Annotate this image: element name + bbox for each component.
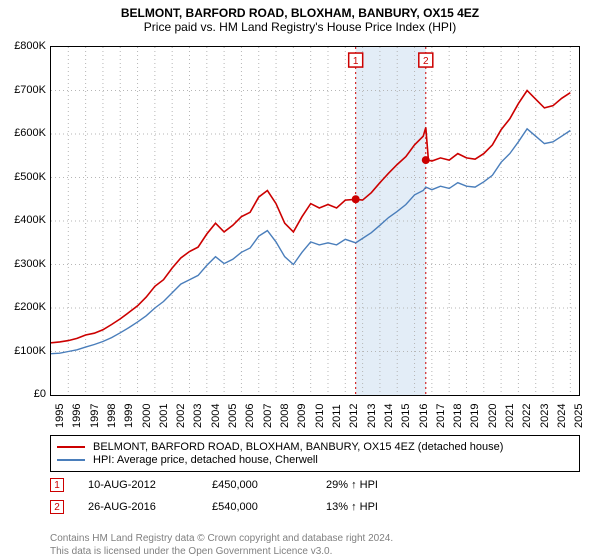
x-tick-label: 2001 [158,404,170,428]
y-tick-label: £0 [6,388,46,400]
legend-swatch-property [57,446,85,448]
x-tick-label: 2000 [141,404,153,428]
chart-subtitle: Price paid vs. HM Land Registry's House … [0,20,600,34]
sale-date: 10-AUG-2012 [88,479,188,491]
x-tick-label: 2023 [539,404,551,428]
y-tick-label: £400K [6,214,46,226]
y-tick-label: £500K [6,171,46,183]
x-tick-label: 2021 [504,404,516,428]
x-tick-label: 2006 [244,404,256,428]
sale-date: 26-AUG-2016 [88,501,188,513]
x-tick-label: 2003 [192,404,204,428]
sale-row: 1 10-AUG-2012 £450,000 29% ↑ HPI [50,478,580,492]
legend: BELMONT, BARFORD ROAD, BLOXHAM, BANBURY,… [50,435,580,472]
x-tick-label: 2009 [296,404,308,428]
legend-row-property: BELMONT, BARFORD ROAD, BLOXHAM, BANBURY,… [57,441,573,453]
footer-line1: Contains HM Land Registry data © Crown c… [50,533,393,546]
x-tick-label: 2013 [366,404,378,428]
y-tick-label: £800K [6,40,46,52]
x-tick-label: 1999 [123,404,135,428]
x-tick-label: 2024 [556,404,568,428]
x-tick-label: 1998 [106,404,118,428]
x-tick-label: 2015 [400,404,412,428]
chart-plot-area: 12 [50,46,580,396]
sale-marker-box: 2 [50,500,64,514]
x-tick-label: 2020 [487,404,499,428]
x-tick-label: 2016 [418,404,430,428]
x-tick-label: 2025 [573,404,585,428]
chart-title-address: BELMONT, BARFORD ROAD, BLOXHAM, BANBURY,… [0,6,600,20]
x-tick-label: 2019 [469,404,481,428]
x-tick-label: 1996 [71,404,83,428]
x-tick-label: 2012 [348,404,360,428]
x-tick-label: 2004 [210,404,222,428]
legend-label-property: BELMONT, BARFORD ROAD, BLOXHAM, BANBURY,… [93,441,503,453]
x-tick-label: 2005 [227,404,239,428]
x-tick-label: 2017 [435,404,447,428]
x-tick-label: 2008 [279,404,291,428]
y-tick-label: £100K [6,345,46,357]
legend-label-hpi: HPI: Average price, detached house, Cher… [93,454,318,466]
y-tick-label: £700K [6,84,46,96]
footer-attribution: Contains HM Land Registry data © Crown c… [50,533,393,558]
x-tick-label: 1997 [89,404,101,428]
x-tick-label: 2007 [262,404,274,428]
y-tick-label: £300K [6,258,46,270]
sale-delta: 13% ↑ HPI [326,501,378,513]
x-tick-label: 2018 [452,404,464,428]
y-tick-label: £200K [6,301,46,313]
x-tick-label: 2011 [331,404,343,428]
svg-text:2: 2 [423,56,429,67]
sale-delta: 29% ↑ HPI [326,479,378,491]
sale-marker-box: 1 [50,478,64,492]
legend-row-hpi: HPI: Average price, detached house, Cher… [57,454,573,466]
legend-swatch-hpi [57,459,85,461]
sale-price: £540,000 [212,501,302,513]
x-tick-label: 2014 [383,404,395,428]
sale-price: £450,000 [212,479,302,491]
x-tick-label: 2002 [175,404,187,428]
y-tick-label: £600K [6,127,46,139]
svg-text:1: 1 [353,56,359,67]
sale-row: 2 26-AUG-2016 £540,000 13% ↑ HPI [50,500,580,514]
footer-line2: This data is licensed under the Open Gov… [50,546,393,559]
x-tick-label: 1995 [54,404,66,428]
x-tick-label: 2022 [521,404,533,428]
x-tick-label: 2010 [314,404,326,428]
